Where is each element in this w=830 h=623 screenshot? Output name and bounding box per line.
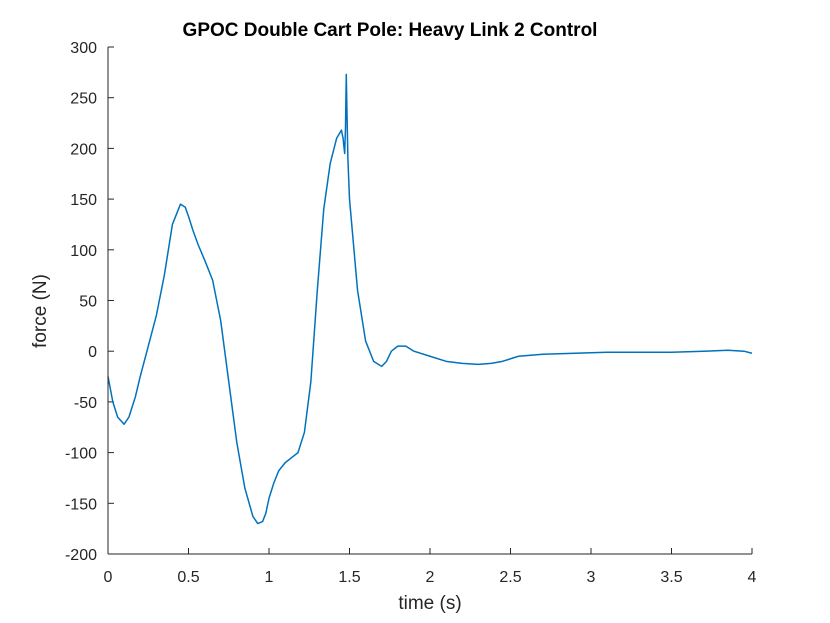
y-tick-label: -200 [65,547,97,564]
x-tick-label: 0 [104,569,113,586]
y-tick-label: 200 [70,141,97,158]
x-tick-label: 1 [265,569,274,586]
y-tick-label: 300 [70,40,97,57]
y-tick-label: 0 [88,344,97,361]
y-tick-label: 150 [70,192,97,209]
y-tick-label: 100 [70,243,97,260]
x-tick-label: 2 [426,569,435,586]
force-series-line [107,73,753,525]
chart-title: GPOC Double Cart Pole: Heavy Link 2 Cont… [183,20,598,41]
y-tick-label: 50 [79,294,97,311]
y-tick-label: -100 [65,446,97,463]
x-tick-label: 3 [587,569,596,586]
x-tick-label: 1.5 [338,569,360,586]
x-tick-label: 4 [748,569,757,586]
x-tick-label: 0.5 [177,569,199,586]
y-axis-label: force (N) [30,274,51,348]
y-tick-label: 250 [70,91,97,108]
y-tick-label: -50 [74,395,97,412]
x-tick-label: 3.5 [660,569,682,586]
x-axis-ticks: 0 0.5 1 1.5 2 2.5 3 3.5 4 [104,548,757,586]
y-axis-ticks: -200 -150 -100 -50 0 50 100 150 200 250 300 [65,40,114,564]
y-tick-label: -150 [65,496,97,513]
x-axis-label: time (s) [398,593,461,614]
x-tick-label: 2.5 [499,569,521,586]
